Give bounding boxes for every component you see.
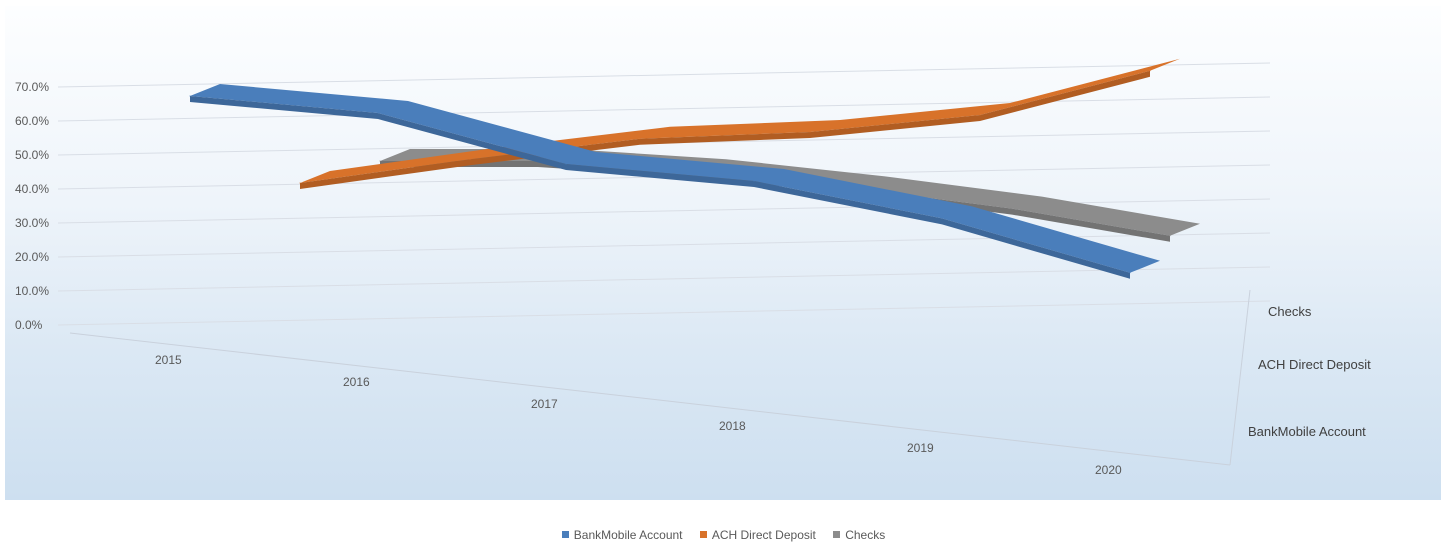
y-tick-label: 20.0% — [15, 250, 49, 264]
legend-item-bankmobile: BankMobile Account — [561, 528, 683, 542]
ribbon-bankmobile-point — [1129, 272, 1131, 274]
x-tick-label: 2020 — [1095, 463, 1122, 477]
gridline — [57, 96, 1271, 122]
ribbon-checks-point — [1011, 208, 1013, 210]
depth-axis-label: BankMobile Account — [1248, 424, 1366, 439]
ribbon-checks-point — [1169, 235, 1171, 237]
ribbon-bankmobile-point — [189, 95, 191, 97]
y-tick-label: 10.0% — [15, 284, 49, 298]
legend-swatch-ach — [699, 531, 707, 538]
legend-swatch-bankmobile — [561, 531, 569, 538]
ribbon-bankmobile-point — [941, 217, 943, 219]
legend-label-ach: ACH Direct Deposit — [711, 528, 816, 542]
ribbon-checks-point — [379, 160, 381, 162]
y-tick-label: 60.0% — [15, 114, 49, 128]
ribbon-bankmobile-point — [753, 180, 755, 182]
y-tick-label: 70.0% — [15, 80, 49, 94]
legend-item-checks: Checks — [833, 528, 885, 542]
ribbon-bankmobile-point — [565, 163, 567, 165]
x-tick-label: 2015 — [155, 353, 182, 367]
ribbon-ach-edge — [300, 70, 1150, 189]
x-tick-label: 2019 — [907, 441, 934, 455]
ribbon-ach-point — [979, 114, 981, 116]
x-tick-label: 2017 — [531, 397, 558, 411]
ribbon-bankmobile-top — [190, 84, 1160, 273]
legend-label-checks: Checks — [845, 528, 886, 542]
ribbon-bankmobile-point — [377, 112, 379, 114]
legend: BankMobile Account ACH Direct Deposit Ch… — [0, 528, 1447, 542]
y-tick-label: 0.0% — [15, 318, 43, 332]
gridline — [57, 300, 1271, 326]
gridline — [57, 266, 1271, 292]
depth-axis-line — [1229, 289, 1251, 466]
gridline — [57, 62, 1271, 88]
legend-item-ach: ACH Direct Deposit — [699, 528, 816, 542]
legend-swatch-checks — [833, 531, 841, 538]
x-tick-label: 2018 — [719, 419, 746, 433]
ribbon-ach-point — [299, 182, 301, 184]
y-tick-label: 40.0% — [15, 182, 49, 196]
depth-axis-label: ACH Direct Deposit — [1258, 357, 1371, 372]
floor-edge — [69, 332, 1231, 466]
y-tick-label: 50.0% — [15, 148, 49, 162]
legend-label-bankmobile: BankMobile Account — [573, 528, 683, 542]
ribbon-ach-point — [809, 131, 811, 133]
depth-axis-label: Checks — [1268, 304, 1312, 319]
ribbon-ach-point — [1149, 70, 1151, 72]
ribbon-ach-point — [639, 138, 641, 140]
x-tick-label: 2016 — [343, 375, 370, 389]
ribbon-ach-point — [469, 158, 471, 160]
y-tick-label: 30.0% — [15, 216, 49, 230]
